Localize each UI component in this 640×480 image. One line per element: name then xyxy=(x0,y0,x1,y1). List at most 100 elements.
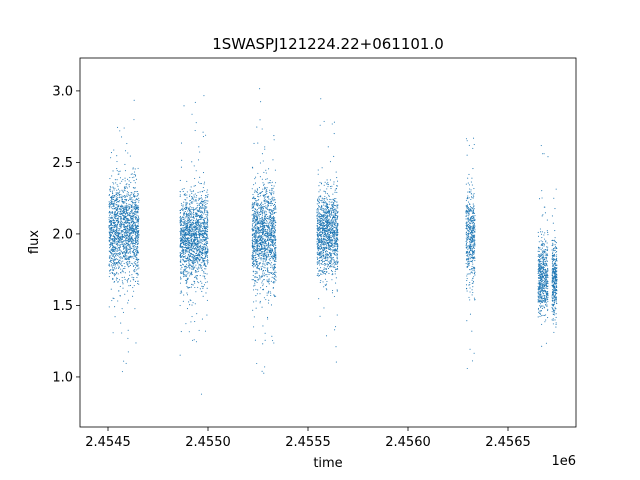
data-point xyxy=(192,265,194,267)
data-point xyxy=(254,189,256,191)
data-point xyxy=(270,292,272,294)
data-point xyxy=(184,257,186,259)
data-point xyxy=(189,299,191,301)
data-point xyxy=(203,232,205,234)
data-point xyxy=(114,268,116,270)
data-point xyxy=(120,221,122,223)
data-point xyxy=(205,134,207,136)
data-point xyxy=(121,195,123,197)
data-point xyxy=(265,217,267,219)
data-point xyxy=(187,237,189,239)
data-point xyxy=(263,250,265,253)
data-point xyxy=(273,237,275,239)
data-point xyxy=(256,253,258,256)
data-point xyxy=(252,207,254,209)
data-point xyxy=(189,204,191,206)
data-point xyxy=(267,302,270,304)
data-point xyxy=(192,242,194,245)
data-point xyxy=(330,207,332,209)
data-point xyxy=(108,257,110,259)
data-point xyxy=(267,240,269,242)
data-point xyxy=(182,213,184,215)
data-point xyxy=(271,335,273,337)
data-point xyxy=(266,276,268,278)
data-point xyxy=(116,211,118,213)
data-point xyxy=(256,240,258,242)
data-point xyxy=(128,243,130,245)
data-point xyxy=(256,212,258,214)
data-point xyxy=(126,210,128,212)
data-point xyxy=(136,262,138,264)
data-point xyxy=(259,208,261,210)
data-point xyxy=(111,190,113,192)
data-point xyxy=(207,200,209,202)
data-point xyxy=(192,255,194,257)
data-point xyxy=(268,222,270,224)
data-point xyxy=(258,228,260,230)
data-point xyxy=(271,251,273,253)
data-point xyxy=(263,239,266,241)
data-point xyxy=(264,233,266,235)
data-point xyxy=(179,239,182,241)
data-point xyxy=(134,205,136,207)
data-point xyxy=(259,293,261,295)
data-point xyxy=(187,251,189,253)
data-point xyxy=(205,195,207,197)
data-point xyxy=(272,273,274,276)
data-point xyxy=(190,264,192,266)
data-point xyxy=(206,256,208,258)
data-point xyxy=(116,248,118,250)
data-point xyxy=(259,176,261,178)
data-point xyxy=(271,262,273,264)
data-point xyxy=(196,246,199,248)
data-point xyxy=(182,229,184,231)
data-point xyxy=(197,261,199,263)
data-point xyxy=(259,88,261,90)
data-point xyxy=(270,205,272,207)
data-point xyxy=(137,249,139,251)
data-point xyxy=(195,236,197,239)
data-point xyxy=(185,223,187,225)
data-point xyxy=(113,194,115,197)
data-point xyxy=(125,215,127,218)
data-point xyxy=(117,198,119,200)
data-point xyxy=(270,229,272,231)
data-point xyxy=(180,142,183,144)
data-point xyxy=(269,222,271,224)
data-point xyxy=(193,165,195,167)
data-point xyxy=(132,224,134,226)
data-point xyxy=(191,242,193,245)
data-point xyxy=(204,255,207,257)
data-point xyxy=(252,247,254,249)
data-point xyxy=(122,260,124,262)
data-point xyxy=(266,178,268,180)
data-point xyxy=(257,172,259,174)
data-point xyxy=(264,188,266,190)
data-point xyxy=(125,249,128,251)
data-point xyxy=(113,242,115,244)
data-point xyxy=(275,244,277,246)
data-point xyxy=(126,195,128,197)
data-point xyxy=(115,262,118,265)
data-point xyxy=(185,204,187,206)
data-point xyxy=(125,262,127,264)
data-point xyxy=(199,211,201,213)
data-point xyxy=(266,193,268,195)
data-point xyxy=(112,204,114,206)
data-point xyxy=(255,230,257,232)
data-point xyxy=(121,180,123,182)
data-point xyxy=(124,187,126,189)
data-point xyxy=(133,176,135,178)
data-point xyxy=(138,199,140,201)
data-point xyxy=(112,225,114,227)
data-point xyxy=(259,248,261,250)
data-point xyxy=(272,259,274,261)
data-point xyxy=(263,218,265,220)
data-point xyxy=(119,177,122,179)
data-point xyxy=(334,212,336,214)
data-point xyxy=(256,226,258,228)
data-point xyxy=(116,184,118,186)
data-point xyxy=(259,277,261,279)
data-point xyxy=(109,221,111,223)
data-point xyxy=(206,287,208,289)
